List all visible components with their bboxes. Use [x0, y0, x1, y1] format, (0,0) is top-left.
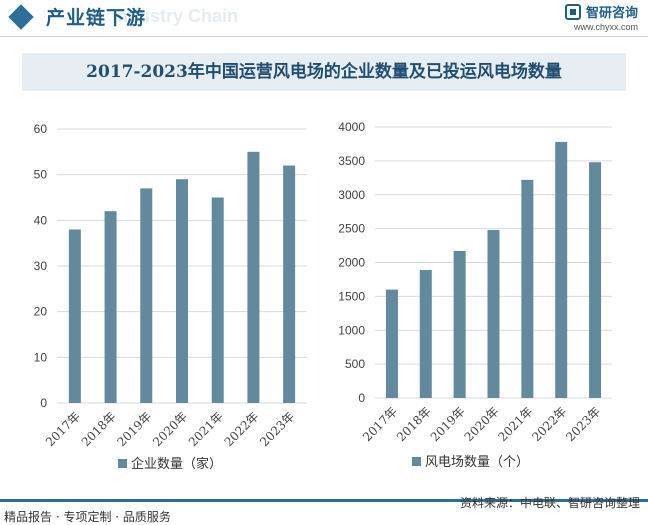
left-x-tick-label: 2020年	[150, 409, 190, 449]
right-bar	[521, 179, 534, 398]
brand-logo-icon	[564, 3, 581, 20]
footer-source: 资料来源：中电联、智研咨询整理	[459, 496, 640, 510]
right-y-tick-label: 4000	[338, 120, 365, 134]
right-legend-swatch	[412, 457, 421, 466]
brand-name: 智研咨询	[585, 6, 638, 21]
left-y-tick-label: 0	[40, 396, 47, 410]
right-x-tick-label: 2017年	[360, 404, 400, 444]
left-bar	[247, 151, 260, 403]
right-y-tick-label: 500	[345, 357, 365, 371]
left-legend-label: 企业数量（家）	[131, 456, 222, 472]
brand-block: 智研咨询 www.chyxx.com	[564, 2, 638, 32]
right-bar	[385, 289, 398, 398]
left-y-tick-label: 40	[34, 213, 48, 227]
header-ghost-text: Industry Chain	[112, 6, 239, 26]
left-x-tick-label: 2021年	[186, 409, 226, 449]
right-x-tick-label: 2018年	[394, 404, 434, 444]
left-y-tick-label: 10	[34, 350, 48, 364]
right-y-tick-label: 3500	[338, 154, 365, 168]
right-bar	[589, 162, 602, 398]
right-x-tick-label: 2021年	[495, 404, 535, 444]
left-bar	[283, 165, 296, 403]
right-legend-label: 风电场数量（个）	[425, 455, 529, 470]
left-x-tick-label: 2023年	[257, 409, 297, 449]
left-y-tick-label: 60	[34, 122, 48, 136]
left-bar	[176, 179, 188, 403]
footer-rule	[0, 499, 648, 502]
right-y-tick-label: 1000	[338, 323, 365, 337]
right-x-tick-label: 2023年	[563, 404, 603, 444]
right-bar	[419, 269, 432, 398]
right-bar	[487, 229, 500, 398]
right-x-tick-label: 2020年	[462, 404, 502, 444]
left-y-tick-label: 20	[34, 305, 48, 319]
left-y-tick-label: 30	[34, 259, 48, 273]
left-x-tick-label: 2017年	[43, 409, 83, 449]
left-bar	[104, 211, 117, 403]
left-y-tick-label: 50	[34, 168, 48, 182]
brand-url: www.chyxx.com	[573, 22, 638, 32]
left-bar	[211, 197, 224, 403]
left-bar	[140, 188, 153, 403]
right-bar	[555, 141, 568, 398]
left-x-tick-label: 2022年	[222, 409, 262, 449]
right-y-tick-label: 0	[358, 391, 365, 405]
chart-title-bar: 2017-2023年中国运营风电场的企业数量及已投运风电场数量	[22, 53, 626, 91]
right-y-tick-label: 2000	[338, 256, 365, 270]
chart-title: 2017-2023年中国运营风电场的企业数量及已投运风电场数量	[86, 62, 562, 82]
left-x-tick-label: 2018年	[79, 409, 119, 449]
right-x-tick-label: 2022年	[529, 404, 569, 444]
section-title: 产业链下游	[46, 7, 147, 29]
footer-tagline: 精品报告 · 专项定制 · 品质服务	[4, 510, 171, 524]
header-divider	[0, 36, 648, 37]
left-x-tick-label: 2019年	[114, 409, 154, 449]
right-bar	[453, 250, 466, 398]
right-y-tick-label: 3000	[338, 188, 365, 202]
page-header: Industry Chain 产业链下游 智研咨询 www.chyxx.com	[0, 0, 648, 40]
left-legend-swatch	[118, 459, 127, 468]
right-y-tick-label: 1500	[338, 289, 365, 303]
right-y-tick-label: 2500	[338, 222, 365, 236]
left-bar	[68, 229, 81, 403]
page-footer: 精品报告 · 专项定制 · 品质服务 资料来源：中电联、智研咨询整理	[0, 496, 648, 525]
right-x-tick-label: 2019年	[428, 404, 468, 444]
